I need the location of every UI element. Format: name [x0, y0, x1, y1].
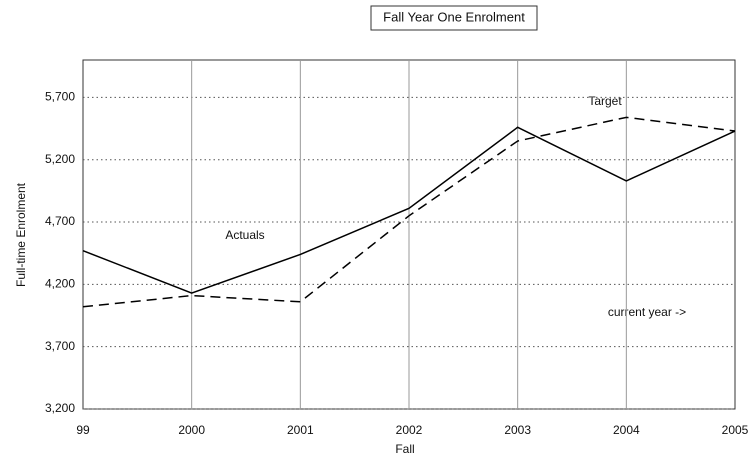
- annotation: current year ->: [608, 305, 686, 319]
- y-axis-label: Full-time Enrolment: [14, 182, 28, 287]
- x-tick-label: 2005: [722, 423, 749, 437]
- x-tick-label: 2002: [396, 423, 423, 437]
- y-tick-label: 5,700: [45, 90, 75, 104]
- y-tick-label: 4,700: [45, 214, 75, 228]
- title-box: [370, 5, 538, 31]
- x-tick-label: 2004: [613, 423, 640, 437]
- y-tick-label: 4,200: [45, 277, 75, 291]
- series-line: [82, 116, 736, 308]
- x-tick-label: 2000: [178, 423, 205, 437]
- series-label: Target: [588, 94, 622, 108]
- x-axis-label: Fall: [395, 442, 414, 456]
- chart-title: Fall Year One Enrolment: [383, 9, 525, 24]
- y-tick-label: 5,200: [45, 152, 75, 166]
- x-tick-label: 2001: [287, 423, 314, 437]
- y-tick-label: 3,200: [45, 401, 75, 415]
- x-tick-label: 99: [76, 423, 90, 437]
- x-tick-label: 2003: [504, 423, 531, 437]
- series-label: Actuals: [225, 228, 264, 242]
- y-tick-label: 3,700: [45, 339, 75, 353]
- series-line: [82, 126, 736, 294]
